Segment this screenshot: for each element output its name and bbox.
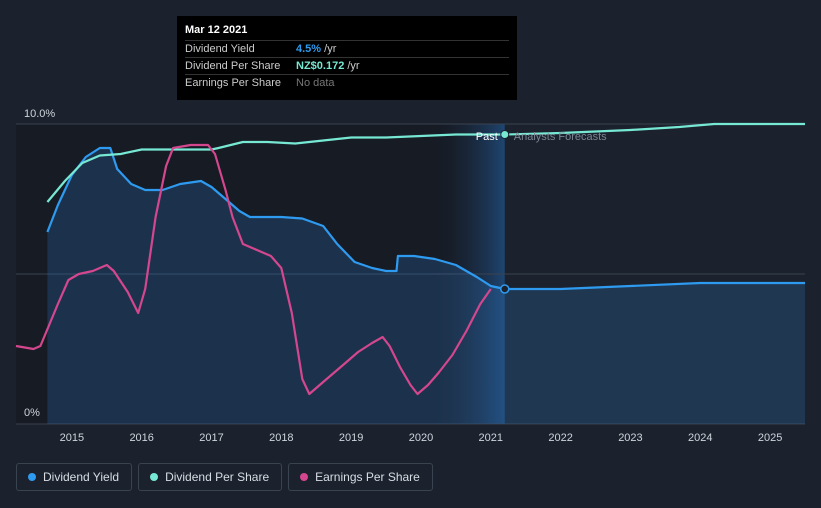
x-tick-label: 2016 xyxy=(129,432,153,444)
series-line-dividend-yield xyxy=(46,146,805,291)
legend-dividend-per-share[interactable]: Dividend Per Share xyxy=(138,463,283,491)
x-tick-label: 2023 xyxy=(618,432,642,444)
x-tick-label: 2021 xyxy=(479,432,503,444)
legend-dividend-yield[interactable]: Dividend Yield xyxy=(16,463,133,491)
tooltip-value: No data xyxy=(296,77,335,89)
tooltip-label: Dividend Per Share xyxy=(185,60,281,72)
tooltip-label: Dividend Yield xyxy=(185,43,255,55)
legend-earnings-per-share[interactable]: Earnings Per Share xyxy=(288,463,433,491)
legend-dot-icon xyxy=(28,473,36,481)
tooltip-date: Mar 12 2021 xyxy=(185,24,248,36)
tooltip-unit: /yr xyxy=(321,43,337,55)
x-tick-label: 2024 xyxy=(688,432,712,444)
legend-label: Dividend Yield xyxy=(43,470,120,484)
tooltip-label: Earnings Per Share xyxy=(185,77,281,89)
tooltip-row-earnings-per-share: Earnings Per Share No data xyxy=(185,74,509,91)
x-tick-label: 2017 xyxy=(199,432,223,444)
chart-legend: Dividend Yield Dividend Per Share Earnin… xyxy=(16,463,433,491)
x-tick-label: 2018 xyxy=(269,432,293,444)
x-tick-label: 2015 xyxy=(60,432,84,444)
legend-dot-icon xyxy=(300,473,309,481)
x-tick-label: 2020 xyxy=(409,432,433,444)
x-tick-label: 2025 xyxy=(758,432,782,444)
legend-label: Earnings Per Share xyxy=(315,470,420,484)
forecast-label: Analysts Forecasts xyxy=(514,131,607,143)
series-line-earnings-per-share xyxy=(15,143,492,396)
tooltip-row-dividend-yield: Dividend Yield 4.5% /yr xyxy=(185,40,509,57)
chart-tooltip: Mar 12 2021 Dividend Yield 4.5% /yr Divi… xyxy=(177,16,517,100)
tooltip-value: NZ$0.172 xyxy=(296,60,345,72)
tooltip-value: 4.5% xyxy=(296,43,322,55)
legend-label: Dividend Per Share xyxy=(165,470,270,484)
series-line-dividend-per-share xyxy=(46,122,805,203)
marker-dividend-per-share xyxy=(500,130,510,139)
series-area-dividend-yield xyxy=(47,148,805,424)
y-tick-label: 0% xyxy=(24,407,40,419)
past-label: Past xyxy=(476,131,498,143)
legend-dot-icon xyxy=(150,473,159,481)
x-tick-label: 2022 xyxy=(548,432,572,444)
marker-dividend-yield xyxy=(500,284,510,294)
x-tick-label: 2019 xyxy=(339,432,363,444)
y-tick-label: 10.0% xyxy=(24,108,55,120)
tooltip-row-dividend-per-share: Dividend Per Share NZ$0.172 /yr xyxy=(185,57,509,74)
tooltip-unit: /yr xyxy=(344,60,360,72)
